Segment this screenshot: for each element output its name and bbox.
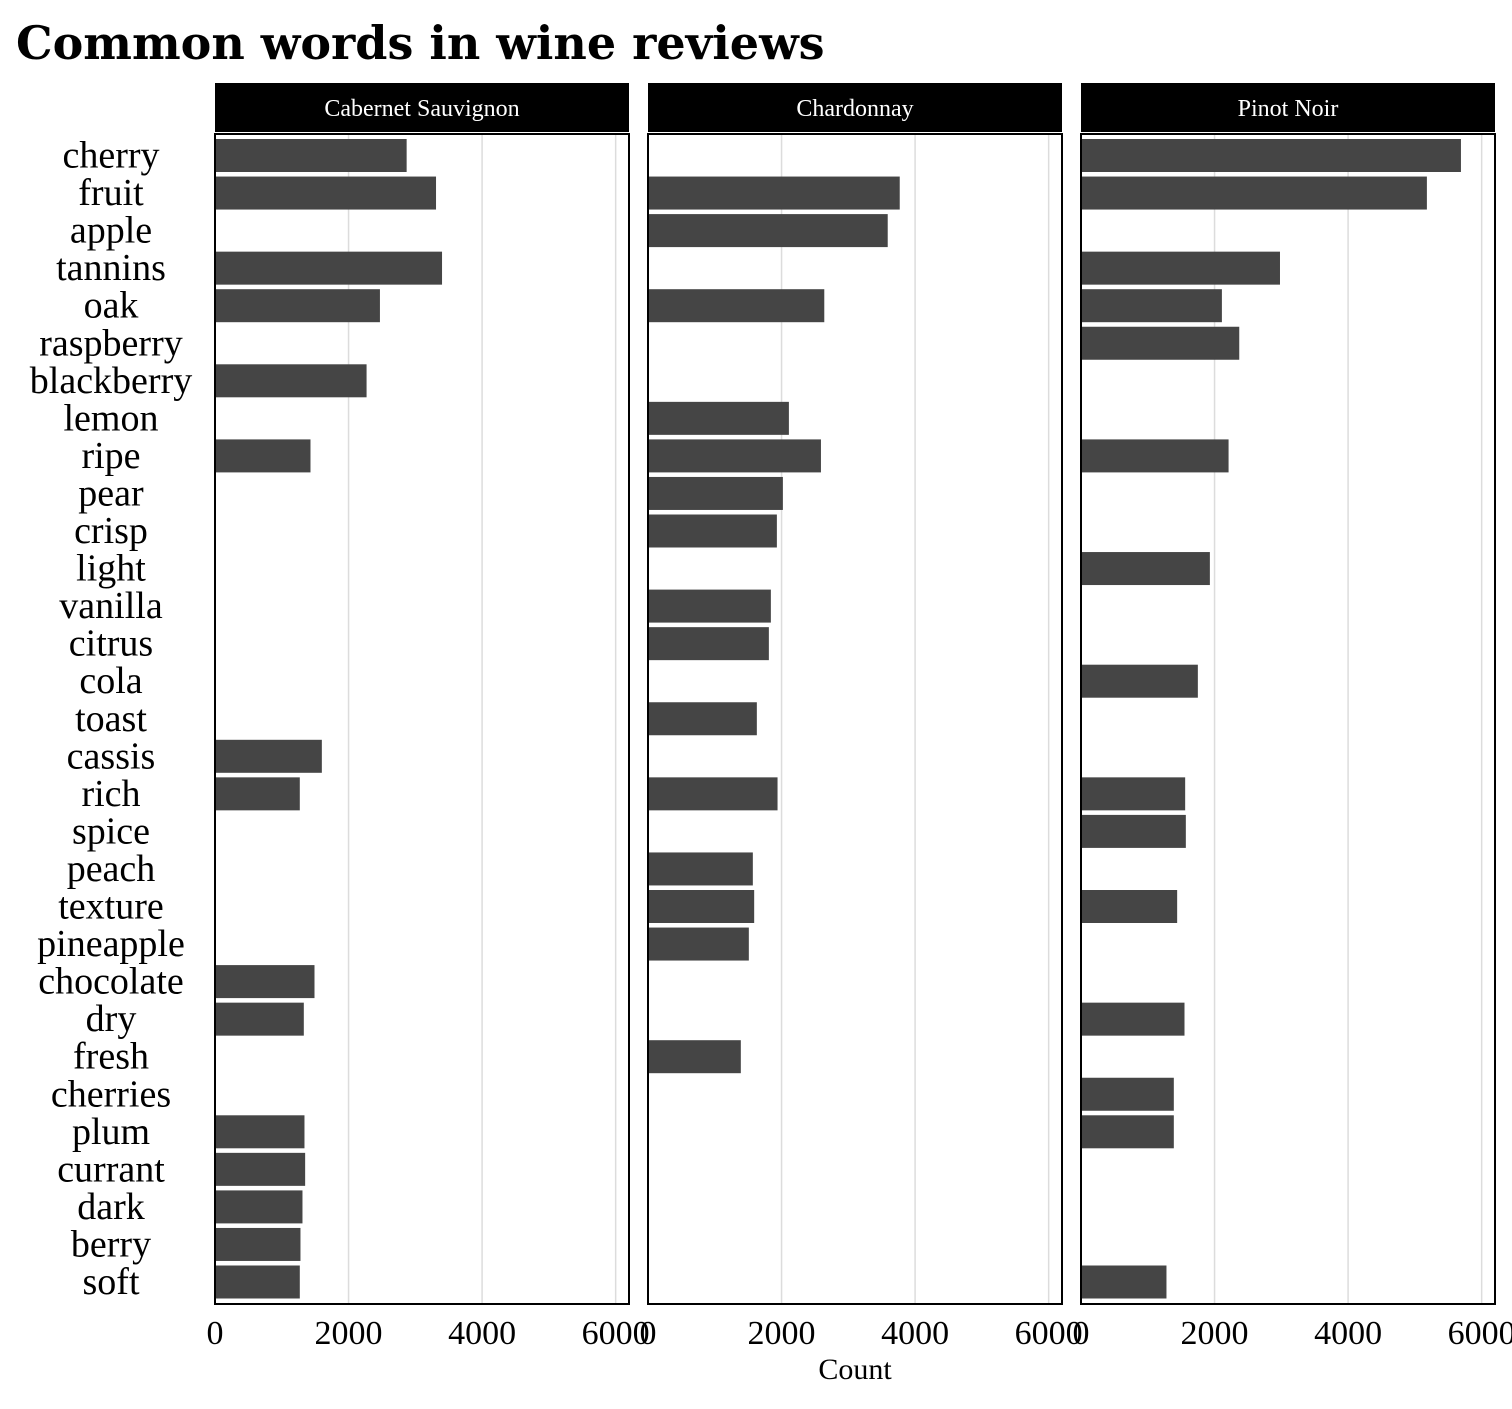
word-label: rich: [81, 773, 140, 815]
bar: [648, 590, 771, 623]
bar: [1081, 1115, 1174, 1148]
bar: [1081, 289, 1222, 322]
word-label: cassis: [67, 735, 156, 777]
bar: [1081, 139, 1461, 172]
bar: [648, 627, 769, 660]
word-label: oak: [84, 285, 139, 327]
bar: [1081, 777, 1185, 810]
bar: [215, 777, 300, 810]
facet-strip-label: Chardonnay: [796, 96, 913, 122]
x-tick-label: 2000: [315, 1315, 383, 1352]
facet-panel: Pinot Noir 0 2000 4000 6000: [1073, 83, 1512, 1352]
bar: [648, 439, 821, 472]
facet-panels: Cabernet Sauvignon 0 2000 4000 6000 Chardonna…: [207, 83, 1512, 1352]
word-label: citrus: [69, 623, 153, 665]
x-tick-label: 0: [1073, 1315, 1090, 1352]
bar: [648, 852, 753, 885]
bar: [1081, 252, 1280, 285]
bar: [648, 289, 824, 322]
word-label: berry: [71, 1223, 151, 1265]
bar: [215, 364, 367, 397]
bar: [1081, 890, 1177, 923]
x-axis-title: Count: [818, 1353, 892, 1386]
word-label: light: [76, 548, 146, 590]
bar: [648, 702, 757, 735]
word-label: blackberry: [30, 360, 192, 402]
bar: [215, 1266, 300, 1299]
x-tick-label: 4000: [448, 1315, 516, 1352]
word-label: spice: [72, 810, 150, 852]
word-label: texture: [58, 886, 164, 928]
bar: [215, 439, 310, 472]
bar: [215, 1228, 300, 1261]
bar: [1081, 665, 1198, 698]
word-label: cherry: [62, 135, 159, 177]
x-tick-label: 6000: [1448, 1315, 1512, 1352]
word-label: vanilla: [59, 585, 163, 627]
word-label: dry: [86, 998, 137, 1040]
x-tick-label: 0: [640, 1315, 657, 1352]
x-tick-label: 2000: [1181, 1315, 1249, 1352]
bar: [1081, 1078, 1174, 1111]
word-label: peach: [67, 848, 156, 890]
bar: [1081, 327, 1239, 360]
word-label: chocolate: [38, 961, 184, 1003]
bar: [215, 1153, 305, 1186]
x-tick-label: 2000: [748, 1315, 816, 1352]
x-tick-label: 4000: [881, 1315, 949, 1352]
word-labels: cherryfruitappletanninsoakraspberryblack…: [30, 135, 192, 1304]
bar: [215, 289, 380, 322]
bar: [1081, 552, 1210, 585]
bar: [648, 177, 900, 210]
word-label: cherries: [51, 1073, 171, 1115]
bar: [648, 890, 754, 923]
bar: [215, 740, 322, 773]
bar: [648, 1040, 741, 1073]
word-label: crisp: [74, 510, 148, 552]
word-label: cola: [79, 660, 142, 702]
chart-title: Common words in wine reviews: [16, 16, 825, 70]
facet-strip-label: Pinot Noir: [1238, 96, 1339, 122]
word-label: fruit: [78, 172, 144, 214]
bar: [1081, 177, 1427, 210]
bar: [648, 477, 783, 510]
bar: [648, 402, 789, 435]
word-label: lemon: [64, 397, 159, 439]
bar: [648, 214, 888, 247]
word-label: dark: [77, 1186, 145, 1228]
bar: [1081, 815, 1186, 848]
bar: [1081, 1266, 1166, 1299]
word-label: apple: [70, 210, 152, 252]
bar: [215, 252, 442, 285]
bar: [648, 777, 778, 810]
x-tick-label: 0: [207, 1315, 224, 1352]
bar: [648, 515, 777, 548]
bar: [1081, 1003, 1185, 1036]
bar: [215, 1190, 302, 1223]
bar: [215, 1003, 304, 1036]
word-label: raspberry: [39, 322, 182, 364]
facet-strip-label: Cabernet Sauvignon: [324, 96, 519, 122]
word-label: plum: [72, 1111, 150, 1153]
bar: [1081, 439, 1229, 472]
bar: [215, 139, 407, 172]
word-label: tannins: [56, 247, 166, 289]
bar: [215, 965, 314, 998]
word-label: toast: [75, 698, 147, 740]
word-label: soft: [83, 1261, 140, 1303]
x-tick-label: 4000: [1314, 1315, 1382, 1352]
word-label: ripe: [81, 435, 140, 477]
bar: [215, 1115, 304, 1148]
word-label: currant: [57, 1148, 165, 1190]
word-label: fresh: [73, 1036, 149, 1078]
bar: [215, 177, 436, 210]
word-label: pineapple: [37, 923, 185, 965]
bar: [648, 928, 749, 961]
word-label: pear: [78, 472, 144, 514]
